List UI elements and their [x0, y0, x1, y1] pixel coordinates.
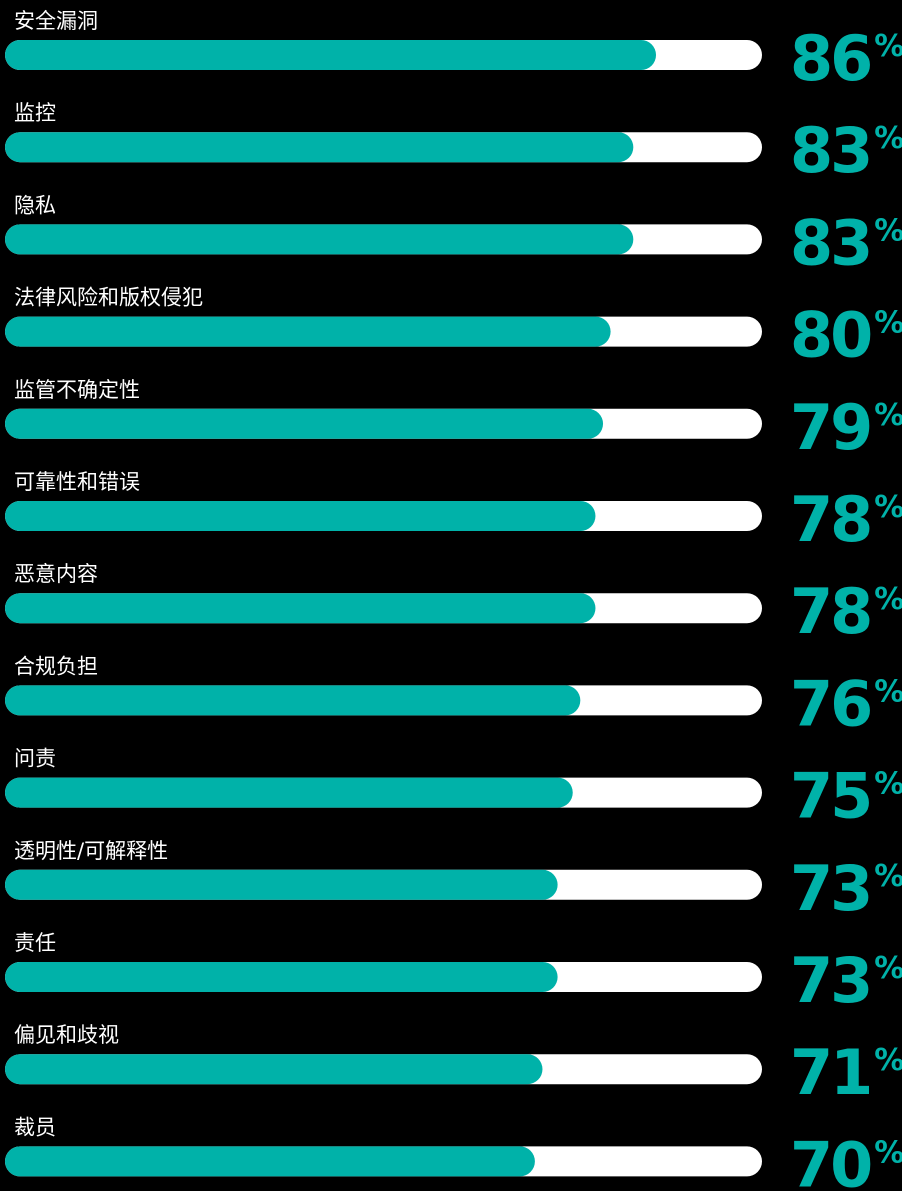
value-label: 80% — [790, 299, 902, 372]
category-label: 法律风险和版权侵犯 — [14, 286, 203, 310]
category-label: 偏见和歧视 — [14, 1023, 119, 1047]
bar — [5, 408, 604, 439]
bar — [5, 962, 558, 992]
value-label: 75% — [790, 760, 902, 833]
category-label: 合规负担 — [14, 654, 98, 678]
category-label: 监管不确定性 — [14, 378, 140, 402]
bar — [5, 224, 634, 255]
category-label: 问责 — [14, 747, 56, 771]
value-label: 83% — [790, 206, 902, 279]
bar — [5, 501, 596, 531]
value-label: 71% — [790, 1036, 902, 1109]
bar — [5, 132, 634, 163]
category-label: 恶意内容 — [14, 562, 98, 586]
bar — [5, 1054, 543, 1085]
category-label: 责任 — [14, 931, 56, 955]
category-label: 透明性/可解释性 — [14, 839, 168, 863]
value-label: 70% — [790, 1128, 902, 1191]
bar — [5, 685, 581, 716]
bar — [5, 593, 596, 624]
value-label: 83% — [790, 114, 902, 187]
value-label: 78% — [790, 575, 902, 648]
bar — [5, 869, 558, 900]
bar — [5, 777, 573, 808]
value-label: 76% — [790, 667, 902, 740]
value-label: 73% — [790, 944, 902, 1017]
category-label: 裁员 — [14, 1115, 56, 1139]
value-label: 86% — [790, 22, 902, 95]
category-label: 可靠性和错误 — [14, 470, 140, 494]
category-label: 监控 — [14, 101, 56, 125]
bar — [5, 1146, 535, 1177]
category-label: 安全漏洞 — [14, 9, 98, 33]
category-label: 隐私 — [14, 193, 56, 217]
value-label: 73% — [790, 852, 902, 925]
bar — [5, 316, 611, 347]
value-label: 78% — [790, 483, 902, 556]
bar — [5, 40, 657, 70]
value-label: 79% — [790, 391, 902, 464]
